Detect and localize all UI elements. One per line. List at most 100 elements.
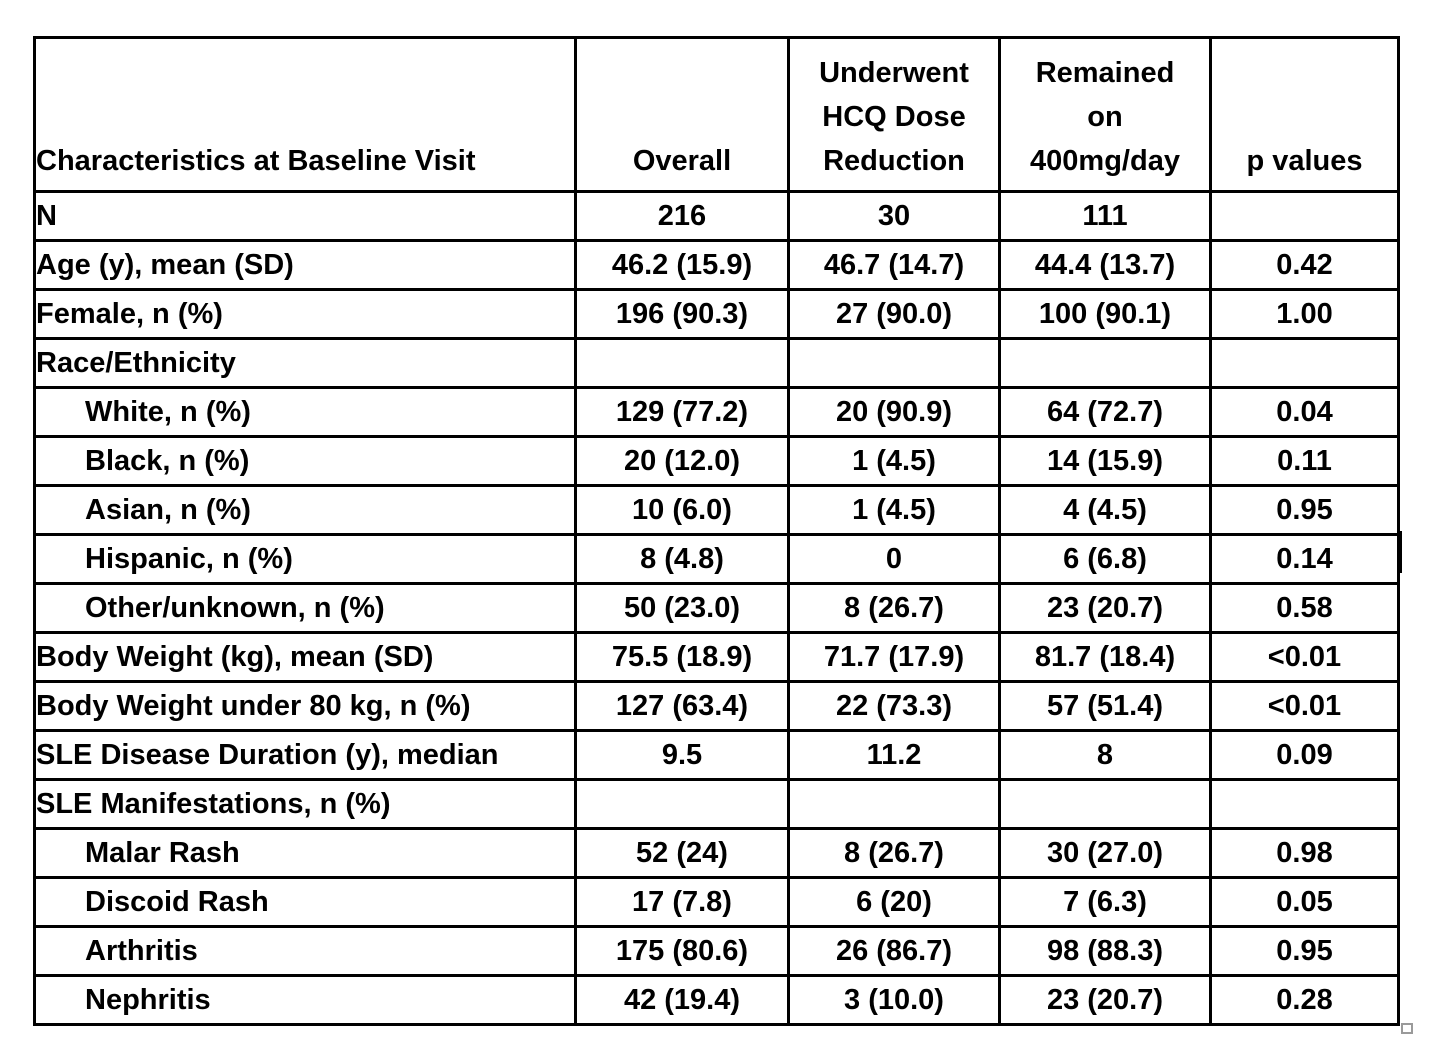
row-label: Nephritis [33,974,577,1026]
table-row: Age (y), mean (SD) 46.2 (15.9) 46.7 (14.7)… [33,239,1400,291]
cell-value: 9.5 [574,729,790,781]
table-row: Asian, n (%) 10 (6.0) 1 (4.5) 4 (4.5) 0.95 [33,484,1400,536]
cell-value: 0.11 [1209,435,1400,487]
text-cursor [1399,531,1402,573]
header-remained: Remained on 400mg/day [998,36,1212,193]
cell-value: 14 (15.9) [998,435,1212,487]
row-label: Body Weight under 80 kg, n (%) [33,680,577,732]
table-row: Female, n (%) 196 (90.3) 27 (90.0) 100 (90.… [33,288,1400,340]
table-row: SLE Disease Duration (y), median 9.5 11.2 8… [33,729,1400,781]
row-label: Malar Rash [33,827,577,879]
cell-value [787,778,1001,830]
table-row: Race/Ethnicity [33,337,1400,389]
cell-value: 0.14 [1209,533,1400,585]
row-label: Female, n (%) [33,288,577,340]
cell-value: 46.7 (14.7) [787,239,1001,291]
cell-value: 127 (63.4) [574,680,790,732]
cell-value: 196 (90.3) [574,288,790,340]
cell-value: 75.5 (18.9) [574,631,790,683]
cell-value: 50 (23.0) [574,582,790,634]
cell-value [1209,778,1400,830]
cell-value: 10 (6.0) [574,484,790,536]
cell-value: 111 [998,190,1212,242]
cell-value: 27 (90.0) [787,288,1001,340]
cell-value: <0.01 [1209,631,1400,683]
row-label: White, n (%) [33,386,577,438]
table-row: Malar Rash 52 (24) 8 (26.7) 30 (27.0) 0.98 [33,827,1400,879]
cell-value: 3 (10.0) [787,974,1001,1026]
table-resize-handle[interactable] [1401,1023,1413,1034]
cell-value: 57 (51.4) [998,680,1212,732]
cell-value: 100 (90.1) [998,288,1212,340]
cell-value: 4 (4.5) [998,484,1212,536]
cell-value [998,337,1212,389]
cell-value: 8 (26.7) [787,827,1001,879]
cell-value: 216 [574,190,790,242]
row-label: Discoid Rash [33,876,577,928]
cell-value: 0 [787,533,1001,585]
row-label: Age (y), mean (SD) [33,239,577,291]
header-characteristics: Characteristics at Baseline Visit [33,36,577,193]
cell-value: 20 (90.9) [787,386,1001,438]
cell-value [787,337,1001,389]
cell-value: 8 [998,729,1212,781]
cell-value: 44.4 (13.7) [998,239,1212,291]
cell-value: 46.2 (15.9) [574,239,790,291]
cell-value: 175 (80.6) [574,925,790,977]
row-label: Arthritis [33,925,577,977]
cell-value: 0.05 [1209,876,1400,928]
cell-value [574,337,790,389]
cell-value: 129 (77.2) [574,386,790,438]
cell-value: 42 (19.4) [574,974,790,1026]
header-p-values: p values [1209,36,1400,193]
cell-value: 23 (20.7) [998,582,1212,634]
cell-value: 1 (4.5) [787,435,1001,487]
cell-value: 8 (4.8) [574,533,790,585]
cell-value: 0.42 [1209,239,1400,291]
cell-value: 1.00 [1209,288,1400,340]
row-label: Body Weight (kg), mean (SD) [33,631,577,683]
table-row: Body Weight (kg), mean (SD) 75.5 (18.9) 71… [33,631,1400,683]
cell-value: 0.28 [1209,974,1400,1026]
cell-value: 8 (26.7) [787,582,1001,634]
table-row: N 216 30 111 [33,190,1400,242]
cell-value: 1 (4.5) [787,484,1001,536]
table-row: White, n (%) 129 (77.2) 20 (90.9) 64 (72.7)… [33,386,1400,438]
cell-value: 22 (73.3) [787,680,1001,732]
table-row: Hispanic, n (%) 8 (4.8) 0 6 (6.8) 0.14 [33,533,1400,585]
table-header-row: Characteristics at Baseline Visit Overal… [33,36,1400,193]
cell-value: 23 (20.7) [998,974,1212,1026]
cell-value [1209,190,1400,242]
table-body: N 216 30 111 Age (y), mean (SD) 46.2 (15.9) 46… [33,190,1400,1026]
table-row: Body Weight under 80 kg, n (%) 127 (63.4)… [33,680,1400,732]
header-hcq-reduction: Underwent HCQ Dose Reduction [787,36,1001,193]
table-row: Arthritis 175 (80.6) 26 (86.7) 98 (88.3) 0.9… [33,925,1400,977]
cell-value: 0.58 [1209,582,1400,634]
cell-value: 20 (12.0) [574,435,790,487]
row-label: Black, n (%) [33,435,577,487]
cell-value: 0.04 [1209,386,1400,438]
cell-value: 0.98 [1209,827,1400,879]
row-label: SLE Disease Duration (y), median [33,729,577,781]
cell-value: 81.7 (18.4) [998,631,1212,683]
table-row: SLE Manifestations, n (%) [33,778,1400,830]
cell-value: 64 (72.7) [998,386,1212,438]
header-overall: Overall [574,36,790,193]
cell-value: 98 (88.3) [998,925,1212,977]
row-label: N [33,190,577,242]
row-label: SLE Manifestations, n (%) [33,778,577,830]
cell-value: 71.7 (17.9) [787,631,1001,683]
cell-value: 30 [787,190,1001,242]
cell-value: 26 (86.7) [787,925,1001,977]
table-row: Other/unknown, n (%) 50 (23.0) 8 (26.7) 23 … [33,582,1400,634]
cell-value: 11.2 [787,729,1001,781]
baseline-characteristics-table: Characteristics at Baseline Visit Overal… [33,36,1400,1026]
row-label: Asian, n (%) [33,484,577,536]
cell-value [998,778,1212,830]
row-label: Race/Ethnicity [33,337,577,389]
cell-value: 17 (7.8) [574,876,790,928]
table-row: Discoid Rash 17 (7.8) 6 (20) 7 (6.3) 0.05 [33,876,1400,928]
cell-value: 6 (20) [787,876,1001,928]
table-row: Nephritis 42 (19.4) 3 (10.0) 23 (20.7) 0.28 [33,974,1400,1026]
